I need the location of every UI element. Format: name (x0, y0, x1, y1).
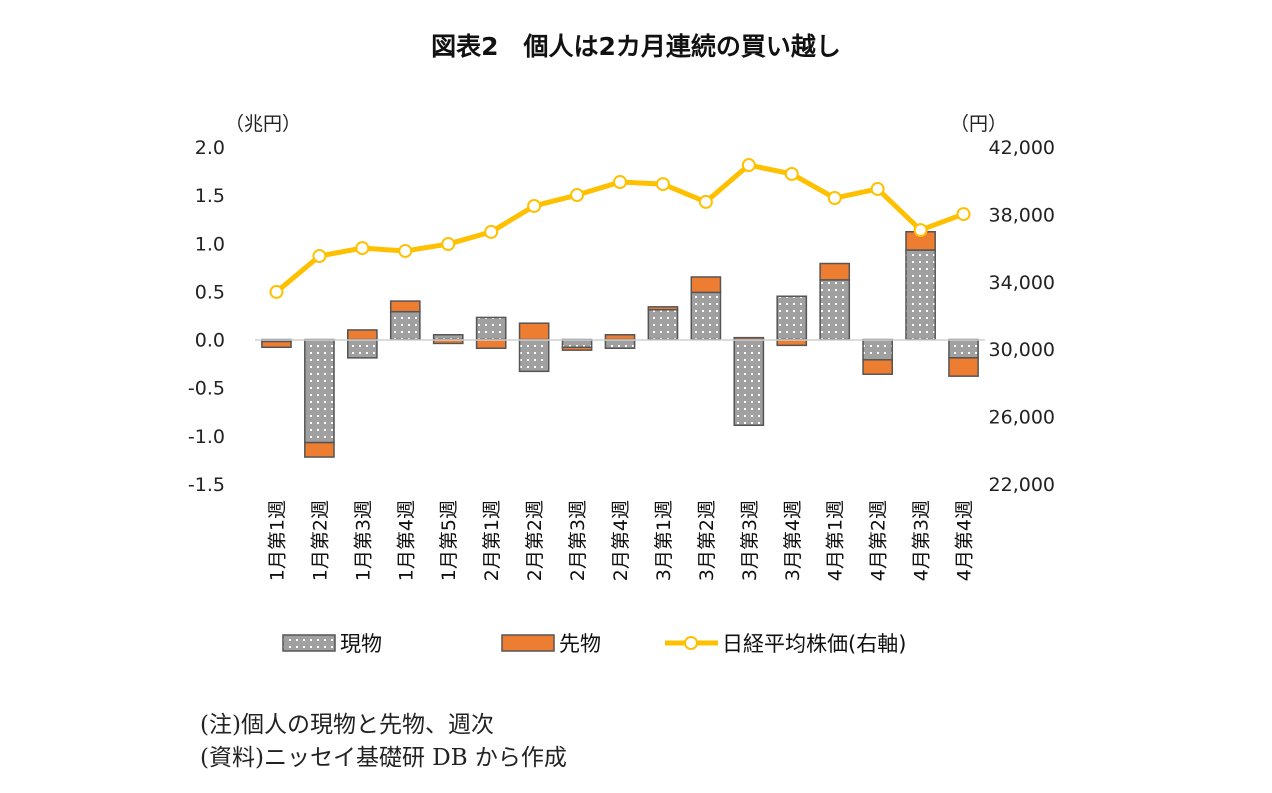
right-tick-label: 22,000 (989, 474, 1055, 496)
x-tick-label: 4月第4週 (954, 500, 976, 581)
bar-futures (862, 359, 893, 375)
legend-label-spot: 現物 (340, 632, 382, 656)
x-tick-label: 1月第5週 (438, 500, 460, 581)
x-tick-label: 1月第4週 (395, 500, 417, 581)
left-tick-label: -1.5 (188, 474, 225, 496)
x-tick-label: 3月第3週 (739, 500, 761, 581)
left-tick-label: 0.0 (195, 330, 225, 352)
nikkei-marker (827, 191, 842, 206)
right-tick-label: 38,000 (989, 204, 1055, 226)
source-text: (資料)ニッセイ基礎研 DB から作成 (200, 745, 567, 771)
bar-spot (819, 279, 851, 341)
left-tick-label: -1.0 (188, 426, 225, 448)
nikkei-marker (570, 188, 585, 203)
nikkei-marker (398, 243, 413, 258)
x-tick-label: 3月第1週 (653, 500, 675, 581)
bar-spot (776, 295, 808, 341)
bar-futures (819, 262, 851, 281)
left-tick-label: 1.0 (195, 233, 225, 255)
right-tick-label: 34,000 (989, 272, 1055, 294)
nikkei-marker (355, 241, 370, 256)
bar-spot (347, 338, 378, 359)
x-tick-label: 1月第2週 (309, 500, 331, 581)
right-axis-unit: （円） (950, 113, 1007, 135)
right-tick-label: 30,000 (989, 339, 1055, 361)
bar-spot (862, 338, 893, 361)
bar-futures (475, 338, 507, 349)
x-tick-label: 1月第1週 (266, 500, 288, 581)
right-tick-label: 26,000 (989, 407, 1055, 429)
nikkei-marker (484, 224, 499, 239)
bar-futures (518, 322, 550, 341)
legend-label-nikkei: 日経平均株価(右軸) (722, 632, 906, 656)
bar-futures (347, 329, 378, 341)
left-tick-label: 0.5 (195, 281, 225, 303)
x-tick-label: 4月第1週 (825, 500, 847, 581)
bar-spot (647, 308, 679, 341)
x-tick-label: 1月第3週 (352, 500, 374, 581)
x-tick-label: 3月第2週 (696, 500, 718, 581)
bar-spot (733, 338, 765, 427)
legend-swatch-spot (282, 634, 336, 652)
nikkei-marker (655, 177, 670, 192)
x-tick-label: 2月第3週 (567, 500, 589, 581)
bar-futures (690, 276, 722, 294)
legend-swatch-nikkei-marker (684, 636, 698, 650)
nikkei-marker (613, 175, 627, 190)
x-tick-label: 2月第2週 (524, 500, 546, 581)
bar-spot (690, 291, 722, 341)
left-axis-unit: （兆円） (225, 113, 301, 135)
nikkei-marker (956, 207, 971, 222)
nikkei-marker (698, 194, 713, 209)
x-tick-label: 4月第3週 (911, 500, 933, 581)
bar-spot (304, 338, 335, 444)
bar-futures (647, 306, 679, 311)
x-tick-label: 2月第1週 (481, 500, 503, 581)
x-tick-label: 3月第4週 (782, 500, 804, 581)
bar-spot (905, 249, 936, 341)
nikkei-marker (870, 181, 885, 196)
nikkei-marker (441, 237, 456, 252)
legend-label-futures: 先物 (559, 632, 601, 656)
nikkei-marker (312, 249, 327, 264)
nikkei-marker (269, 284, 284, 299)
left-tick-label: -0.5 (188, 378, 225, 400)
bar-futures (561, 346, 593, 351)
left-tick-label: 2.0 (195, 137, 225, 159)
bar-futures (261, 340, 292, 349)
bar-spot (475, 316, 507, 341)
nikkei-marker (741, 158, 756, 173)
chart-title: 図表2 個人は2カ月連続の買い越し (431, 32, 841, 61)
left-tick-label: 1.5 (195, 185, 225, 207)
legend-swatch-futures (501, 634, 555, 652)
x-tick-label: 2月第4週 (610, 500, 632, 581)
bar-spot (389, 310, 421, 341)
bar-futures (948, 357, 979, 377)
x-tick-label: 4月第2週 (868, 500, 890, 581)
bar-futures (304, 441, 335, 458)
bar-spot (948, 338, 979, 359)
legend: 現物 先物 日経平均株価(右軸) (282, 632, 906, 656)
nikkei-marker (913, 223, 928, 238)
bar-spot (604, 338, 636, 349)
nikkei-marker (527, 198, 542, 213)
right-tick-label: 42,000 (989, 137, 1055, 159)
bar-spot (518, 338, 550, 373)
bar-futures (604, 334, 636, 341)
bar-futures (389, 300, 421, 313)
nikkei-marker (784, 166, 799, 181)
note-text: (注)個人の現物と先物、週次 (200, 712, 494, 738)
